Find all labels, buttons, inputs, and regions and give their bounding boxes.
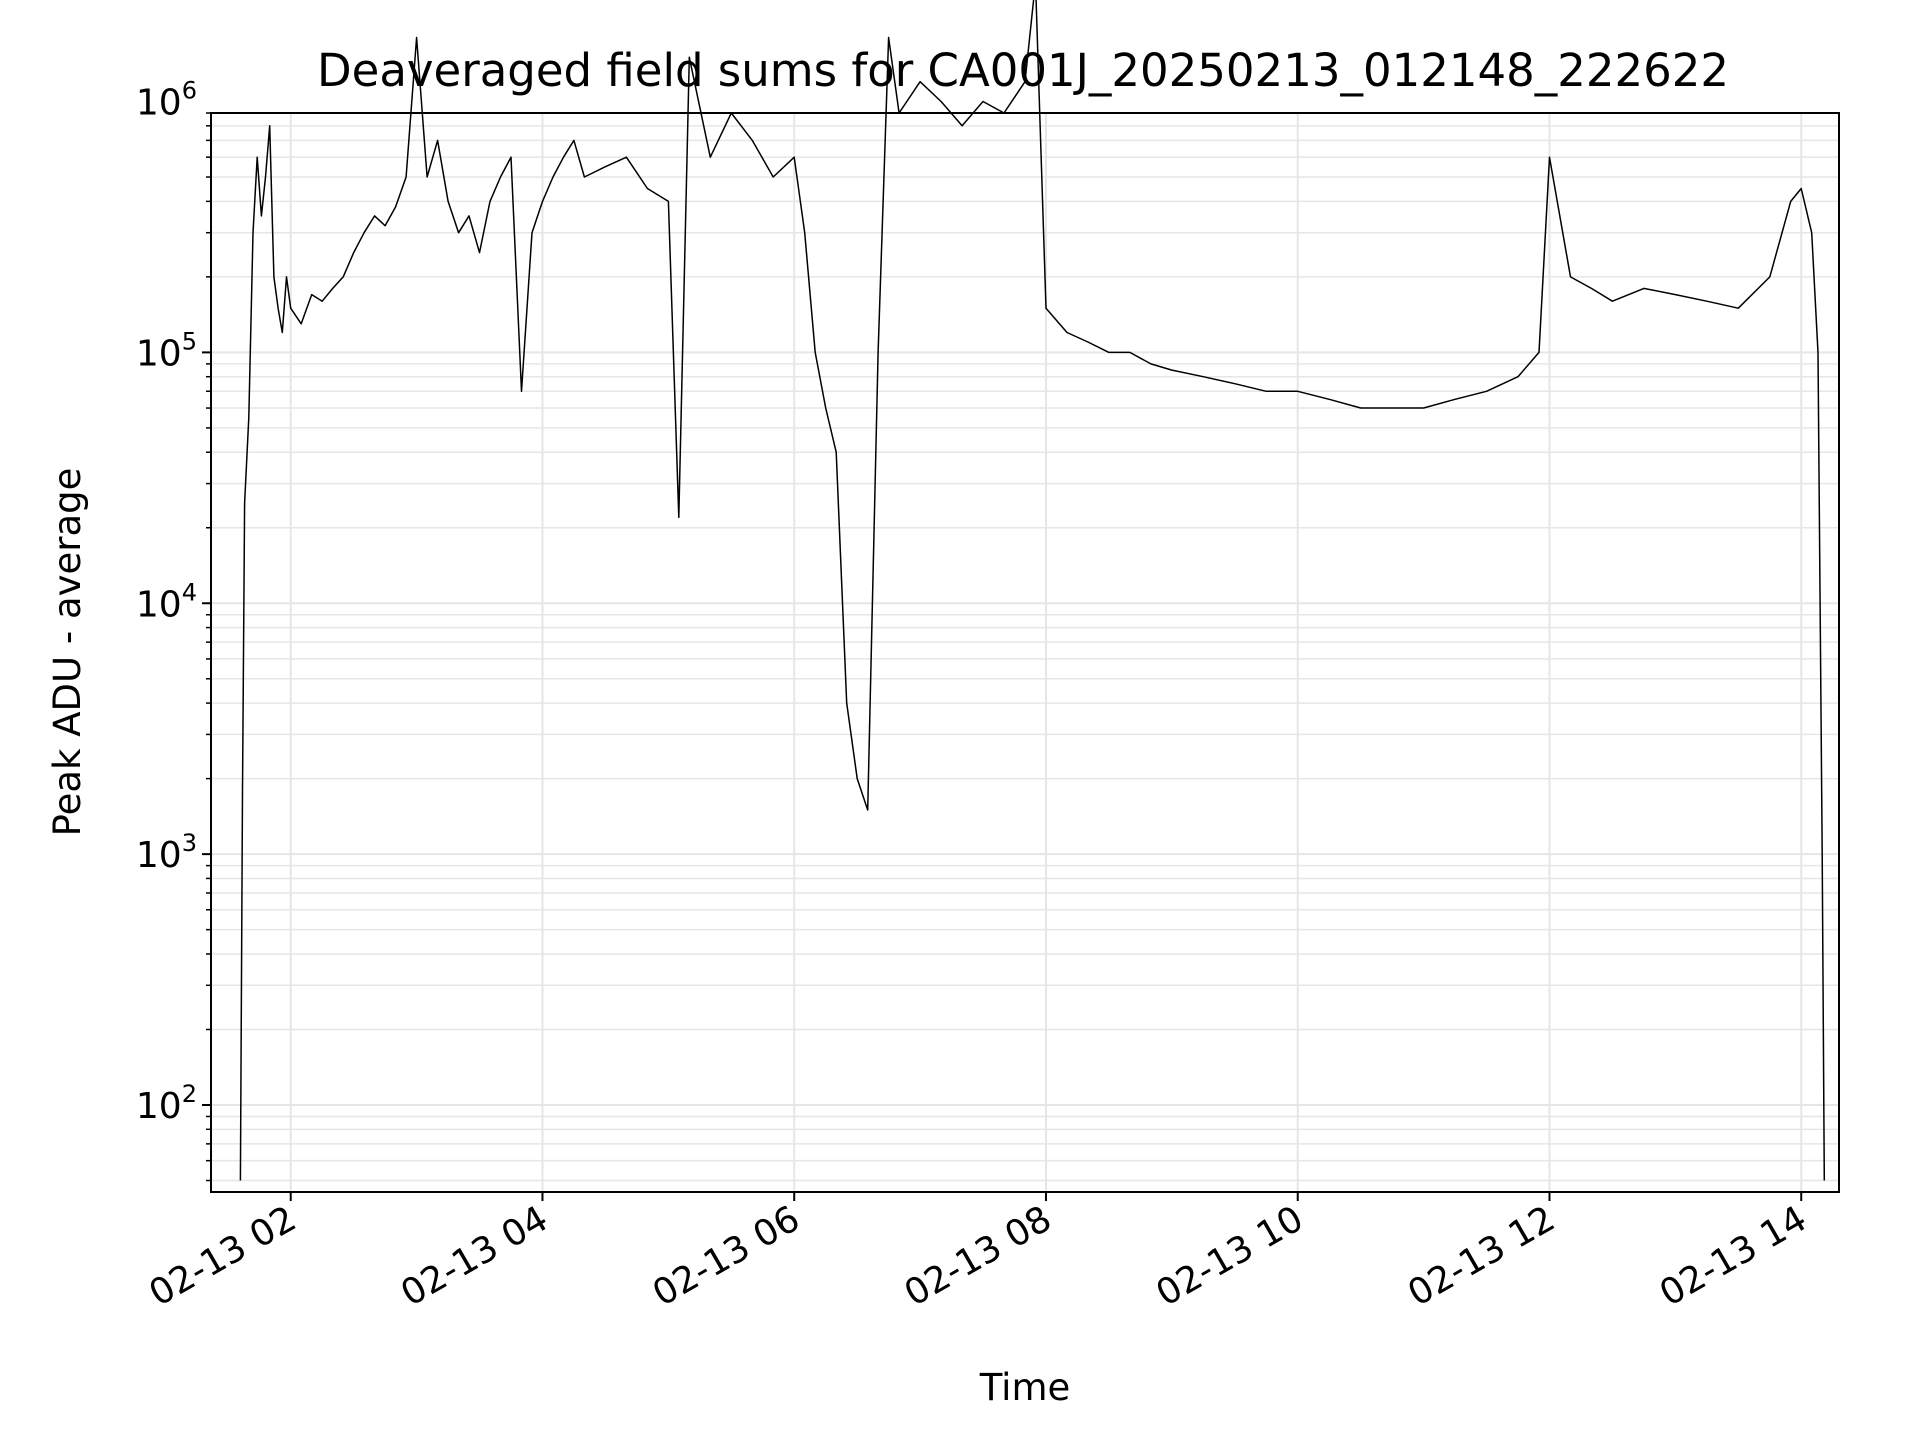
series-layer	[239, 0, 1826, 1181]
y-tick-label: 102	[136, 1080, 197, 1127]
chart-title: Deaveraged field sums for CA001J_2025021…	[317, 44, 1729, 97]
series-line	[239, 0, 1826, 1181]
y-tick-label: 103	[136, 829, 197, 876]
y-axis: 102 103 104 105 106	[136, 77, 211, 1182]
y-tick-label: 106	[136, 77, 197, 124]
y-tick-label: 104	[136, 578, 197, 625]
grid-layer	[211, 112, 1839, 1192]
y-tick-label: 105	[136, 327, 197, 374]
x-axis-label: Time	[979, 1366, 1071, 1409]
plot-frame	[210, 112, 1840, 1193]
y-axis-label: Peak ADU - average	[46, 468, 89, 837]
